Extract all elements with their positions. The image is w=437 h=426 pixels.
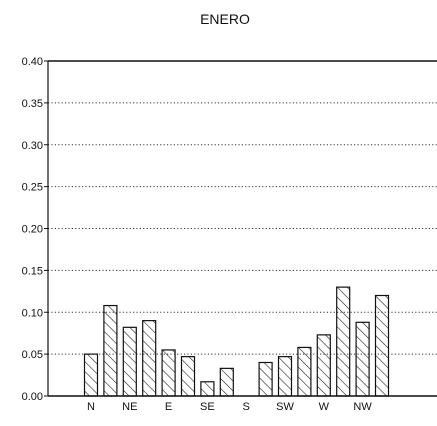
y-tick-label: 0.25 <box>22 182 43 194</box>
x-tick-label: NW <box>353 401 372 413</box>
x-tick-label: SE <box>200 401 215 413</box>
y-axis: 0.00 0.05 0.10 0.15 0.20 0.25 0.30 0.35 0.40 <box>22 56 437 403</box>
y-tick-label: 0.20 <box>22 224 43 236</box>
y-tick-label: 0.30 <box>22 140 43 152</box>
y-tick-label: 0.35 <box>22 98 43 110</box>
y-tick-label: 0.40 <box>22 56 43 68</box>
x-tick-label: W <box>319 401 330 413</box>
chart-title: ENERO <box>200 11 250 27</box>
bar-wnw <box>336 286 351 397</box>
bar-n <box>83 353 99 397</box>
x-tick-label: S <box>243 401 250 413</box>
bar-nnw <box>374 294 390 397</box>
bar-w <box>316 334 331 397</box>
bar-ese <box>180 356 196 397</box>
bar-e <box>161 349 176 397</box>
bar-ne <box>122 326 137 397</box>
bar-nne <box>103 304 118 397</box>
y-tick-label: 0.05 <box>22 349 43 361</box>
y-tick-label: 0.00 <box>22 391 43 403</box>
bar-ene <box>142 320 157 397</box>
x-tick-label: NE <box>122 401 137 413</box>
bar-sse <box>219 367 234 397</box>
x-tick-label: E <box>165 401 172 413</box>
bar-ssw <box>258 361 273 397</box>
y-tick-label: 0.15 <box>22 265 43 277</box>
x-tick-label: N <box>87 401 95 413</box>
x-tick-label: SW <box>276 401 294 413</box>
x-tick-labels: N NE E SE S SW W NW <box>87 401 372 413</box>
bar-se <box>200 381 215 397</box>
y-tick-label: 0.10 <box>22 307 43 319</box>
bar-wsw <box>297 346 312 397</box>
bar-sw <box>277 356 293 397</box>
bar-nw <box>355 321 370 397</box>
bars <box>83 286 390 397</box>
